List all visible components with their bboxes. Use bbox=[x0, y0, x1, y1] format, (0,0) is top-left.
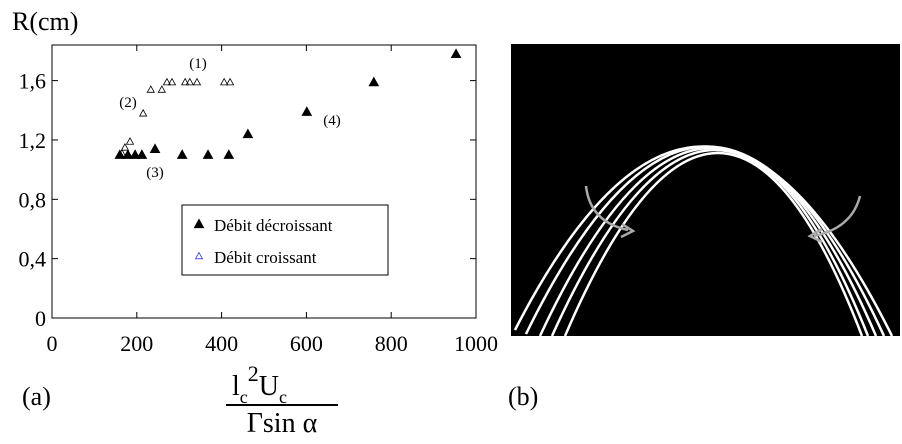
data-point bbox=[120, 143, 130, 151]
data-point bbox=[192, 77, 202, 86]
data-point bbox=[185, 77, 194, 86]
annotation: (4) bbox=[323, 113, 341, 129]
legend-label: Débit décroissant bbox=[214, 216, 333, 235]
panel-label: (b) bbox=[508, 382, 538, 411]
plot-frame bbox=[51, 44, 477, 319]
x-title-part: U bbox=[259, 371, 279, 402]
front-curve bbox=[524, 145, 886, 337]
data-point bbox=[146, 85, 155, 93]
flow-image bbox=[511, 44, 900, 337]
x-axis-denominator: Γsin α bbox=[247, 408, 318, 439]
x-axis-numerator: lc2Uc bbox=[232, 361, 287, 407]
y-tick-label: 1,2 bbox=[19, 128, 47, 153]
x-tick-label: 0 bbox=[47, 331, 58, 356]
legend-label: Débit croissant bbox=[214, 248, 317, 267]
data-point bbox=[138, 108, 148, 117]
panel-label: (a) bbox=[22, 382, 51, 411]
front-curve bbox=[550, 148, 870, 337]
legend: Débit décroissant Débit croissant bbox=[181, 204, 389, 276]
data-point bbox=[450, 48, 462, 59]
data-point bbox=[129, 149, 141, 159]
data-point bbox=[219, 77, 229, 86]
data-point bbox=[157, 85, 166, 93]
data-point bbox=[223, 149, 235, 159]
data-point bbox=[301, 106, 313, 116]
data-point bbox=[176, 149, 188, 159]
data-point bbox=[125, 137, 135, 145]
data-point bbox=[117, 148, 127, 157]
x-title-part: l bbox=[232, 371, 240, 402]
data-point bbox=[242, 128, 254, 139]
data-point bbox=[180, 77, 190, 86]
x-tick-label: 600 bbox=[290, 331, 323, 356]
y-axis-title: R(cm) bbox=[12, 7, 78, 36]
data-point bbox=[136, 149, 148, 159]
data-point bbox=[149, 143, 161, 153]
arrow bbox=[813, 195, 862, 238]
x-title-part: c bbox=[279, 387, 287, 407]
data-point bbox=[162, 77, 172, 86]
y-tick-label: 0,8 bbox=[19, 187, 47, 212]
arrow bbox=[584, 185, 629, 232]
x-tick-label: 400 bbox=[205, 331, 238, 356]
front-curve bbox=[538, 146, 878, 337]
legend-marker bbox=[193, 218, 205, 229]
image-background bbox=[511, 44, 900, 336]
x-tick-label: 800 bbox=[375, 331, 408, 356]
data-point bbox=[225, 77, 235, 86]
legend-marker bbox=[194, 251, 204, 260]
x-tick-label: 1000 bbox=[454, 331, 498, 356]
x-title-part: 2 bbox=[248, 361, 259, 386]
arrow-head bbox=[807, 227, 823, 244]
legend-box bbox=[181, 204, 389, 276]
x-tick-label: 200 bbox=[120, 331, 153, 356]
front-curve bbox=[563, 151, 864, 337]
annotation: (2) bbox=[119, 95, 137, 111]
annotation: (3) bbox=[146, 165, 164, 181]
data-point bbox=[202, 149, 214, 159]
y-tick-label: 0,4 bbox=[19, 247, 47, 272]
x-axis-title: lc2Uc Γsin α bbox=[226, 361, 338, 439]
annotation: (1) bbox=[189, 56, 207, 72]
y-tick-label: 1,6 bbox=[19, 69, 47, 94]
data-point bbox=[167, 77, 177, 86]
arrow-head bbox=[620, 222, 636, 239]
y-tick-label: 0 bbox=[35, 306, 46, 331]
data-point bbox=[368, 76, 380, 87]
x-title-part: c bbox=[240, 387, 248, 407]
